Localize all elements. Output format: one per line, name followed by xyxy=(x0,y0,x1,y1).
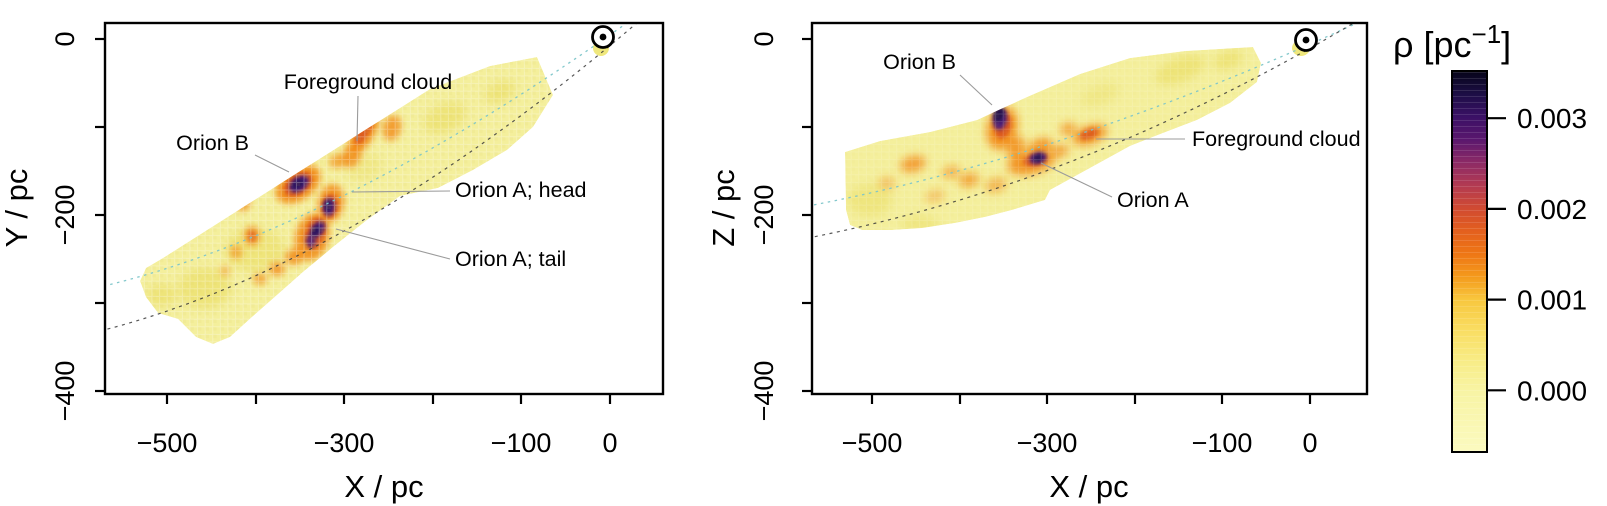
x-tick-label: −100 xyxy=(1192,428,1253,458)
annotation-label: Orion B xyxy=(883,50,956,74)
plot-frame-xz xyxy=(810,21,1369,396)
sightline-teal-dotted xyxy=(812,23,1359,206)
x-tick-label: −500 xyxy=(137,428,198,458)
panel-xz: −500 −300 −100 0 0 −200 −400 X / pc Z / pc Orion… xyxy=(706,21,1369,504)
colorbar: ρ [pc−1] 0.003 0.002 0.001 0.000 xyxy=(1393,19,1587,453)
panel-xy: −500 −300 −100 0 0 −200 −400 X / pc Y / pc Foreg… xyxy=(0,21,665,504)
annotation-leader-line xyxy=(335,228,451,260)
sun-marker-icon xyxy=(1294,28,1318,52)
annotation-label: Orion A; tail xyxy=(455,247,566,271)
colorbar-tick-label: 0.003 xyxy=(1517,103,1587,134)
annotations-xz: Orion B Foreground cloud Orion A xyxy=(883,50,1360,212)
x-tick-label: 0 xyxy=(602,428,617,458)
x-tick-label: −300 xyxy=(1017,428,1078,458)
annotation-label: Orion B xyxy=(176,131,249,155)
colorbar-ticks: 0.003 0.002 0.001 0.000 xyxy=(1487,103,1587,406)
y-tick-label: −200 xyxy=(749,185,779,246)
annotation-label: Foreground cloud xyxy=(1192,127,1361,151)
y-tick-label: −200 xyxy=(50,185,80,246)
y-axis-title: Z / pc xyxy=(706,169,741,247)
annotation-label: Foreground cloud xyxy=(284,70,453,94)
y-tick-label: −400 xyxy=(749,361,779,422)
colorbar-border xyxy=(1451,70,1488,453)
x-axis-title: X / pc xyxy=(344,469,423,504)
annotation-label: Orion A xyxy=(1117,188,1189,212)
annotation-leader-line xyxy=(254,154,290,173)
x-tick-label: 0 xyxy=(1302,428,1317,458)
sun-marker-icon xyxy=(591,25,615,49)
colorbar-tick-label: 0.000 xyxy=(1517,375,1587,406)
x-tick-label: −500 xyxy=(842,428,903,458)
plot-frame-xy xyxy=(103,21,665,396)
annotation-leader-line xyxy=(356,95,359,142)
colorbar-tick-label: 0.001 xyxy=(1517,285,1587,316)
axes-xz: −500 −300 −100 0 0 −200 −400 X / pc Z / pc xyxy=(706,31,1318,504)
y-tick-label: 0 xyxy=(50,31,80,46)
axes-xy: −500 −300 −100 0 0 −200 −400 X / pc Y / pc xyxy=(0,31,618,504)
y-tick-label: −400 xyxy=(50,361,80,422)
annotation-label: Orion A; head xyxy=(455,178,586,202)
x-tick-label: −300 xyxy=(314,428,375,458)
colorbar-stripes xyxy=(1452,71,1487,452)
density-wedge-xz xyxy=(845,47,1261,230)
annotations-xy: Foreground cloud Orion B Orion A; head Orio… xyxy=(176,70,586,271)
y-axis-title: Y / pc xyxy=(0,169,34,248)
colorbar-title: ρ [pc−1] xyxy=(1393,19,1511,65)
x-tick-label: −100 xyxy=(491,428,552,458)
y-tick-label: 0 xyxy=(749,31,779,46)
annotation-leader-line xyxy=(959,74,993,106)
annotation-leader-line xyxy=(1040,162,1113,198)
colorbar-tick-label: 0.002 xyxy=(1517,194,1587,225)
annotation-leader-line xyxy=(351,190,451,193)
x-axis-title: X / pc xyxy=(1049,469,1128,504)
